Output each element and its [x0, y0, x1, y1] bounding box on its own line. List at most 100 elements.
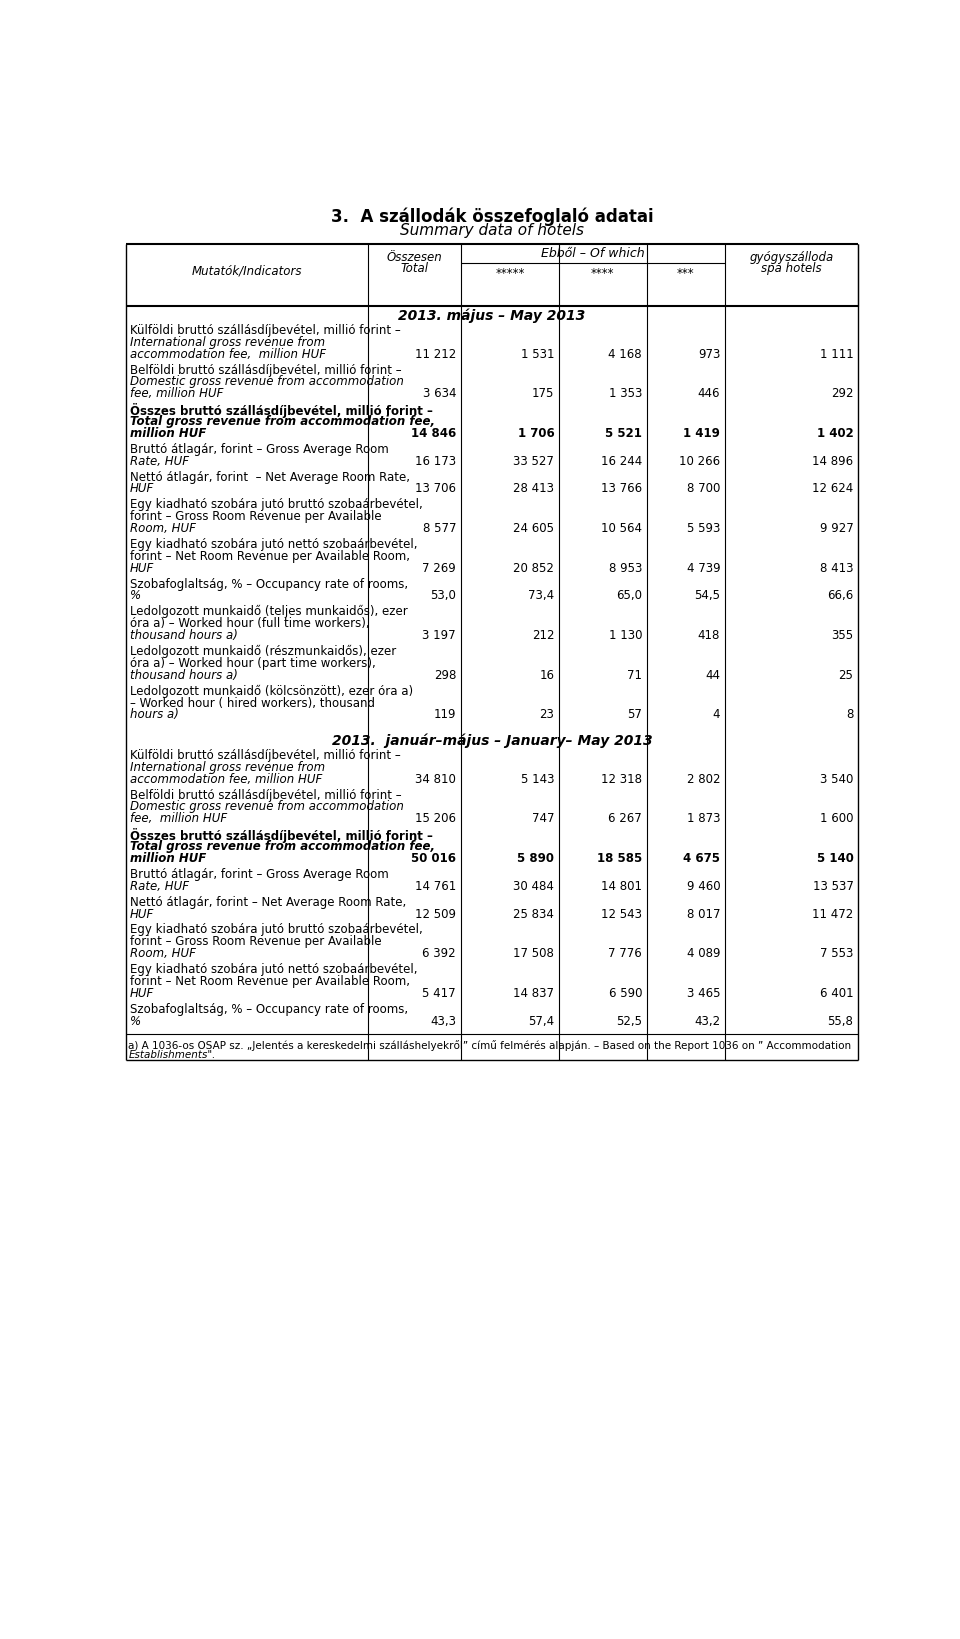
- Text: 71: 71: [627, 669, 642, 682]
- Text: 5 521: 5 521: [605, 426, 642, 439]
- Text: 50 016: 50 016: [411, 852, 456, 864]
- Text: Ebből – Of which: Ebből – Of which: [541, 247, 644, 259]
- Text: 18 585: 18 585: [597, 852, 642, 864]
- Text: Egy kiadható szobára jutó nettó szobaárbevétel,: Egy kiadható szobára jutó nettó szobaárb…: [130, 962, 418, 975]
- Text: HUF: HUF: [130, 987, 154, 1000]
- Text: 3 634: 3 634: [422, 387, 456, 400]
- Text: Nettó átlagár, forint  – Net Average Room Rate,: Nettó átlagár, forint – Net Average Room…: [130, 470, 410, 484]
- Text: 6 401: 6 401: [820, 987, 853, 1000]
- Text: 4 168: 4 168: [609, 347, 642, 361]
- Text: 1 130: 1 130: [609, 629, 642, 642]
- Text: Egy kiadható szobára jutó bruttó szobaárbevétel,: Egy kiadható szobára jutó bruttó szobaár…: [130, 498, 422, 511]
- Text: Összes bruttó szállásdíjbevétel, millió forint –: Összes bruttó szállásdíjbevétel, millió …: [130, 828, 433, 842]
- Text: gyógyszálloda: gyógyszálloda: [750, 251, 833, 264]
- Text: %: %: [130, 1015, 141, 1028]
- Text: 3 197: 3 197: [422, 629, 456, 642]
- Text: ****: ****: [591, 267, 614, 280]
- Text: Mutatók/Indicators: Mutatók/Indicators: [192, 264, 302, 277]
- Text: Egy kiadható szobára jutó bruttó szobaárbevétel,: Egy kiadható szobára jutó bruttó szobaár…: [130, 923, 422, 936]
- Text: Room, HUF: Room, HUF: [130, 521, 196, 534]
- Text: Summary data of hotels: Summary data of hotels: [400, 223, 584, 238]
- Text: 16 244: 16 244: [601, 454, 642, 467]
- Text: 8 413: 8 413: [820, 562, 853, 574]
- Text: 55,8: 55,8: [828, 1015, 853, 1028]
- Text: *****: *****: [495, 267, 524, 280]
- Text: 1 402: 1 402: [817, 426, 853, 439]
- Text: a) A 1036-os OSAP sz. „Jelentés a kereskedelmi szálláshelyekről” című felmérés a: a) A 1036-os OSAP sz. „Jelentés a keresk…: [129, 1039, 852, 1051]
- Text: 212: 212: [532, 629, 554, 642]
- Text: 66,6: 66,6: [828, 588, 853, 602]
- Text: ***: ***: [677, 267, 695, 280]
- Text: Establishments".: Establishments".: [129, 1049, 216, 1059]
- Text: 3 540: 3 540: [820, 772, 853, 785]
- Text: 34 810: 34 810: [416, 772, 456, 785]
- Text: 446: 446: [698, 387, 720, 400]
- Text: 4: 4: [712, 708, 720, 721]
- Text: 298: 298: [434, 669, 456, 682]
- Text: 5 417: 5 417: [422, 987, 456, 1000]
- Text: Külföldi bruttó szállásdíjbevétel, millió forint –: Külföldi bruttó szállásdíjbevétel, milli…: [130, 323, 400, 336]
- Text: spa hotels: spa hotels: [761, 262, 822, 275]
- Text: Total gross revenue from accommodation fee,: Total gross revenue from accommodation f…: [130, 839, 435, 852]
- Text: 57: 57: [627, 708, 642, 721]
- Text: International gross revenue from: International gross revenue from: [130, 760, 324, 774]
- Text: 24 605: 24 605: [514, 521, 554, 534]
- Text: Nettó átlagár, forint – Net Average Room Rate,: Nettó átlagár, forint – Net Average Room…: [130, 895, 406, 908]
- Text: Rate, HUF: Rate, HUF: [130, 454, 189, 467]
- Text: 25: 25: [838, 669, 853, 682]
- Text: 6 267: 6 267: [609, 811, 642, 824]
- Text: 12 543: 12 543: [601, 906, 642, 919]
- Text: forint – Net Room Revenue per Available Room,: forint – Net Room Revenue per Available …: [130, 549, 410, 562]
- Text: 17 508: 17 508: [514, 947, 554, 959]
- Text: Ledolgozott munkaidő (részmunkaidős), ezer: Ledolgozott munkaidő (részmunkaidős), ez…: [130, 644, 396, 657]
- Text: 5 593: 5 593: [686, 521, 720, 534]
- Text: 65,0: 65,0: [616, 588, 642, 602]
- Text: 175: 175: [532, 387, 554, 400]
- Text: 8: 8: [846, 708, 853, 721]
- Text: Bruttó átlagár, forint – Gross Average Room: Bruttó átlagár, forint – Gross Average R…: [130, 443, 389, 456]
- Text: óra a) – Worked hour (full time workers),: óra a) – Worked hour (full time workers)…: [130, 616, 370, 629]
- Text: HUF: HUF: [130, 562, 154, 574]
- Text: 28 413: 28 413: [514, 482, 554, 495]
- Text: Egy kiadható szobára jutó nettó szobaárbevétel,: Egy kiadható szobára jutó nettó szobaárb…: [130, 538, 418, 551]
- Text: 23: 23: [540, 708, 554, 721]
- Text: 14 896: 14 896: [812, 454, 853, 467]
- Text: Belföldi bruttó szállásdíjbevétel, millió forint –: Belföldi bruttó szállásdíjbevétel, milli…: [130, 788, 401, 801]
- Text: 12 624: 12 624: [812, 482, 853, 495]
- Text: 14 837: 14 837: [514, 987, 554, 1000]
- Text: Ledolgozott munkaidő (teljes munkaidős), ezer: Ledolgozott munkaidő (teljes munkaidős),…: [130, 605, 408, 618]
- Text: 2 802: 2 802: [686, 772, 720, 785]
- Text: million HUF: million HUF: [130, 852, 206, 864]
- Text: 33 527: 33 527: [514, 454, 554, 467]
- Text: 292: 292: [831, 387, 853, 400]
- Text: 54,5: 54,5: [694, 588, 720, 602]
- Text: thousand hours a): thousand hours a): [130, 629, 238, 642]
- Text: 13 706: 13 706: [415, 482, 456, 495]
- Text: 52,5: 52,5: [616, 1015, 642, 1028]
- Text: 2013.  január–május – January– May 2013: 2013. január–május – January– May 2013: [332, 733, 652, 747]
- Text: accommodation fee, million HUF: accommodation fee, million HUF: [130, 772, 322, 785]
- Text: 12 318: 12 318: [601, 772, 642, 785]
- Text: 5 143: 5 143: [521, 772, 554, 785]
- Text: HUF: HUF: [130, 906, 154, 919]
- Text: 8 700: 8 700: [686, 482, 720, 495]
- Text: accommodation fee,  million HUF: accommodation fee, million HUF: [130, 347, 325, 361]
- Text: Szobafoglaltság, % – Occupancy rate of rooms,: Szobafoglaltság, % – Occupancy rate of r…: [130, 577, 408, 590]
- Text: HUF: HUF: [130, 482, 154, 495]
- Text: 9 460: 9 460: [686, 879, 720, 892]
- Text: 3 465: 3 465: [686, 987, 720, 1000]
- Text: Szobafoglaltság, % – Occupancy rate of rooms,: Szobafoglaltság, % – Occupancy rate of r…: [130, 1001, 408, 1015]
- Text: %: %: [130, 588, 141, 602]
- Text: 5 890: 5 890: [517, 852, 554, 864]
- Text: Külföldi bruttó szállásdíjbevétel, millió forint –: Külföldi bruttó szállásdíjbevétel, milli…: [130, 749, 400, 762]
- Text: Domestic gross revenue from accommodation: Domestic gross revenue from accommodatio…: [130, 375, 404, 388]
- Text: Bruttó átlagár, forint – Gross Average Room: Bruttó átlagár, forint – Gross Average R…: [130, 867, 389, 880]
- Text: 747: 747: [532, 811, 554, 824]
- Text: 119: 119: [434, 708, 456, 721]
- Text: 57,4: 57,4: [528, 1015, 554, 1028]
- Text: 8 953: 8 953: [609, 562, 642, 574]
- Text: 6 590: 6 590: [609, 987, 642, 1000]
- Text: 14 801: 14 801: [601, 879, 642, 892]
- Text: 1 111: 1 111: [820, 347, 853, 361]
- Text: 8 577: 8 577: [422, 521, 456, 534]
